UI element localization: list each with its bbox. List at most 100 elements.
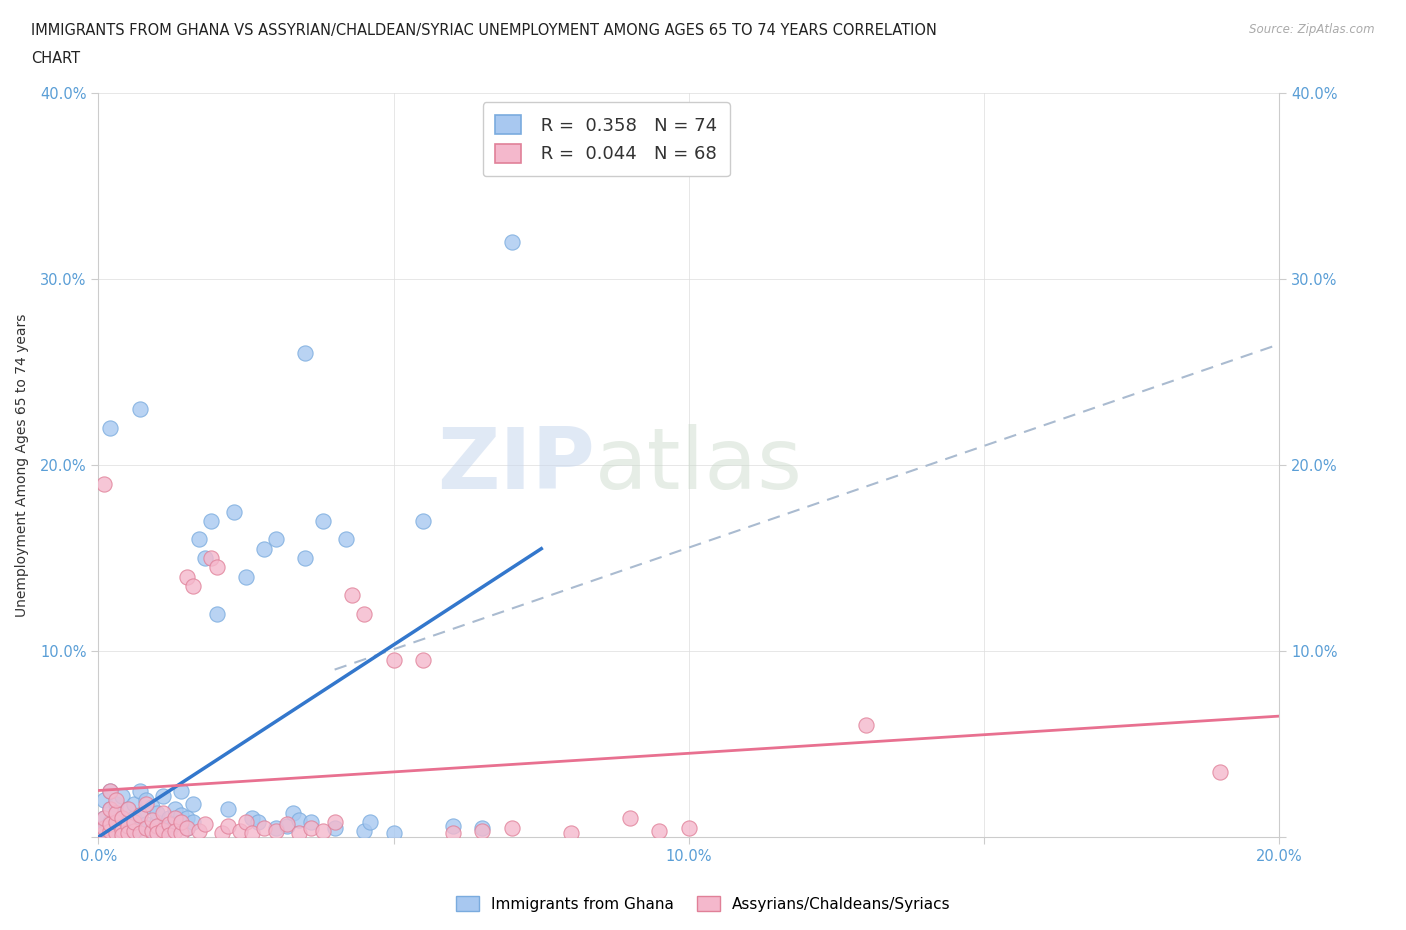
Point xyxy=(105,826,128,841)
Point xyxy=(98,783,121,798)
Point xyxy=(98,824,121,839)
Point xyxy=(264,824,287,839)
Point xyxy=(111,828,134,843)
Point xyxy=(117,815,139,830)
Point xyxy=(117,818,139,833)
Point xyxy=(105,815,128,830)
Point xyxy=(441,826,464,841)
Point xyxy=(98,826,121,841)
Point xyxy=(299,820,322,835)
Point xyxy=(152,805,174,820)
Point xyxy=(98,783,121,798)
Point xyxy=(111,822,134,837)
Point xyxy=(165,811,187,826)
Point xyxy=(157,811,180,826)
Point xyxy=(264,820,287,835)
Point xyxy=(122,815,145,830)
Point xyxy=(128,807,150,822)
Point xyxy=(122,796,145,811)
Point xyxy=(323,815,346,830)
Point xyxy=(176,811,198,826)
Point xyxy=(678,820,700,835)
Point xyxy=(501,234,523,249)
Point xyxy=(117,802,139,817)
Point xyxy=(560,826,582,841)
Point xyxy=(111,818,134,833)
Point xyxy=(111,811,134,826)
Point xyxy=(181,578,204,593)
Point xyxy=(288,813,311,828)
Point xyxy=(146,826,169,841)
Point xyxy=(152,820,174,835)
Point xyxy=(135,820,157,835)
Point xyxy=(152,789,174,804)
Point xyxy=(141,824,163,839)
Point xyxy=(165,817,187,831)
Point xyxy=(619,811,641,826)
Point xyxy=(93,792,115,807)
Point xyxy=(855,718,877,733)
Point xyxy=(253,820,276,835)
Point xyxy=(117,822,139,837)
Point xyxy=(205,560,228,575)
Point xyxy=(146,815,169,830)
Point xyxy=(200,513,222,528)
Text: CHART: CHART xyxy=(31,51,80,66)
Point xyxy=(105,822,128,837)
Point xyxy=(471,824,494,839)
Point xyxy=(128,820,150,835)
Point xyxy=(170,826,193,841)
Text: IMMIGRANTS FROM GHANA VS ASSYRIAN/CHALDEAN/SYRIAC UNEMPLOYMENT AMONG AGES 65 TO : IMMIGRANTS FROM GHANA VS ASSYRIAN/CHALDE… xyxy=(31,23,936,38)
Point xyxy=(122,824,145,839)
Point xyxy=(105,796,128,811)
Point xyxy=(181,796,204,811)
Point xyxy=(441,818,464,833)
Point xyxy=(353,824,375,839)
Point xyxy=(283,805,305,820)
Point xyxy=(253,541,276,556)
Point xyxy=(93,476,115,491)
Point xyxy=(93,820,115,835)
Point xyxy=(135,796,157,811)
Point xyxy=(128,826,150,841)
Point xyxy=(353,606,375,621)
Point xyxy=(246,815,269,830)
Point xyxy=(98,802,121,817)
Point xyxy=(240,826,263,841)
Point xyxy=(98,420,121,435)
Point xyxy=(501,820,523,835)
Point xyxy=(105,805,128,820)
Point xyxy=(117,826,139,841)
Point xyxy=(264,532,287,547)
Point xyxy=(141,800,163,815)
Point xyxy=(342,588,364,603)
Point xyxy=(122,824,145,839)
Point xyxy=(235,569,257,584)
Point xyxy=(93,811,115,826)
Point xyxy=(98,802,121,817)
Point xyxy=(105,807,128,822)
Point xyxy=(382,826,405,841)
Point xyxy=(141,813,163,828)
Point xyxy=(146,805,169,820)
Point xyxy=(170,815,193,830)
Point xyxy=(205,606,228,621)
Legend:  R =  0.358   N = 74,  R =  0.044   N = 68: R = 0.358 N = 74, R = 0.044 N = 68 xyxy=(482,102,730,176)
Point xyxy=(471,820,494,835)
Text: ZIP: ZIP xyxy=(437,423,595,507)
Y-axis label: Unemployment Among Ages 65 to 74 years: Unemployment Among Ages 65 to 74 years xyxy=(15,313,30,617)
Point xyxy=(157,824,180,839)
Point xyxy=(194,817,217,831)
Point xyxy=(359,815,381,830)
Point xyxy=(93,811,115,826)
Point xyxy=(224,504,246,519)
Point xyxy=(294,346,316,361)
Point xyxy=(111,789,134,804)
Legend: Immigrants from Ghana, Assyrians/Chaldeans/Syriacs: Immigrants from Ghana, Assyrians/Chaldea… xyxy=(450,889,956,918)
Point xyxy=(135,817,157,831)
Point xyxy=(105,824,128,839)
Point xyxy=(135,792,157,807)
Point xyxy=(165,802,187,817)
Point xyxy=(117,802,139,817)
Text: Source: ZipAtlas.com: Source: ZipAtlas.com xyxy=(1250,23,1375,36)
